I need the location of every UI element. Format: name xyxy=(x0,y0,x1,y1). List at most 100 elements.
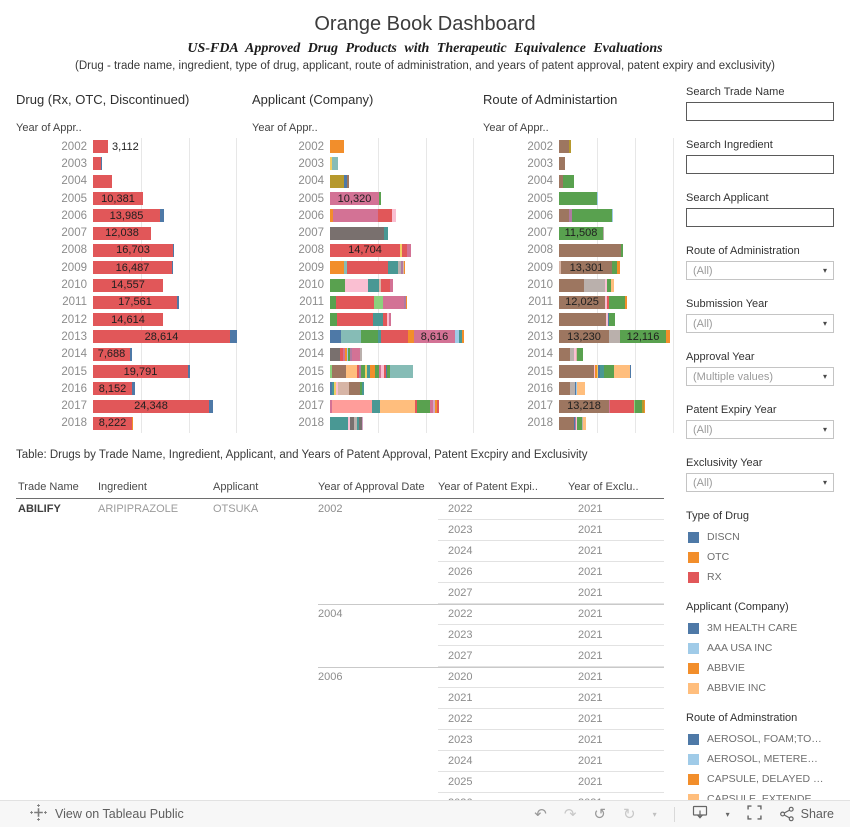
bar-segment-brown[interactable] xyxy=(332,365,346,378)
bar-segment-blue[interactable] xyxy=(177,295,179,309)
bar-segment-orange[interactable] xyxy=(406,295,407,309)
bar-segment-green[interactable] xyxy=(607,278,611,292)
bar-segment-green[interactable]: 12,116 xyxy=(620,330,666,344)
bar-segment-rose[interactable]: 8,616 xyxy=(414,330,455,344)
bar-segment-orange[interactable] xyxy=(404,261,405,275)
bar-segment-teal[interactable] xyxy=(362,382,364,396)
bar-segment-brown[interactable] xyxy=(559,382,570,396)
bar-segment-red[interactable] xyxy=(336,295,374,309)
bar-segment-blue[interactable] xyxy=(598,365,600,378)
bar-segment-lightteal[interactable] xyxy=(332,157,338,171)
bar-segment-rose[interactable] xyxy=(330,399,332,413)
bar-segment-blue[interactable] xyxy=(344,174,347,188)
bar-segment-lightgray[interactable] xyxy=(584,278,605,292)
bar-segment-lightpink[interactable] xyxy=(381,365,384,378)
bar-segment-orange[interactable] xyxy=(617,261,620,275)
refresh-caret-icon[interactable]: ▾ xyxy=(652,809,657,819)
search-trade-name-input[interactable] xyxy=(686,102,834,121)
bar-segment-purple[interactable] xyxy=(401,261,403,275)
bar-segment-red[interactable] xyxy=(357,365,359,378)
bar-segment-lightblue[interactable] xyxy=(612,209,613,223)
bar-segment-teal[interactable] xyxy=(357,416,359,430)
bar-segment-red[interactable] xyxy=(340,347,343,361)
undo-icon[interactable]: ↶ xyxy=(534,805,547,823)
bar-segment-lightgray[interactable] xyxy=(354,416,357,430)
bar-segment-green[interactable] xyxy=(417,399,430,413)
bar-segment-gray[interactable] xyxy=(359,416,362,430)
bar-segment-red[interactable] xyxy=(402,243,407,257)
bar-segment-green[interactable] xyxy=(330,313,337,327)
redo-icon[interactable]: ↷ xyxy=(563,805,577,823)
bar-segment-red[interactable]: 17,561 xyxy=(93,295,177,309)
bar-segment-lightbrown[interactable] xyxy=(559,261,561,275)
bar-segment-teal[interactable] xyxy=(367,365,370,378)
bar-segment-blue[interactable] xyxy=(386,365,387,378)
bar-segment-red[interactable] xyxy=(607,295,609,309)
bar-segment-red[interactable] xyxy=(384,365,386,378)
bar-segment-rose[interactable] xyxy=(343,347,345,361)
submission-year-dropdown[interactable]: (All) ▾ xyxy=(686,314,834,333)
bar-segment-teal[interactable] xyxy=(388,261,398,275)
bar-segment-purple[interactable] xyxy=(404,295,406,309)
bar-segment-purple[interactable] xyxy=(575,416,576,430)
bar-segment-lightgray[interactable] xyxy=(398,261,401,275)
bar-segment-green[interactable] xyxy=(563,174,574,188)
bar-segment-brown[interactable]: 12,025 xyxy=(559,295,605,309)
legend-item-rx[interactable]: RX xyxy=(686,567,836,587)
bar-segment-blue[interactable] xyxy=(172,261,173,275)
bar-segment-lightpurple[interactable] xyxy=(362,416,363,430)
bar-segment-teal[interactable] xyxy=(373,313,383,327)
bar-segment-orange[interactable] xyxy=(330,140,344,154)
bar-segment-green[interactable] xyxy=(609,313,615,327)
bar-segment-teal[interactable] xyxy=(368,278,379,292)
bar-segment-lightblue[interactable] xyxy=(455,330,459,344)
bar-segment-red[interactable]: 8,152 xyxy=(93,382,132,396)
bar-segment-lightgray[interactable] xyxy=(603,226,604,240)
bar-segment-green[interactable] xyxy=(604,365,614,378)
bar-segment-lightbrown[interactable] xyxy=(576,347,577,361)
bar-segment-lightgreen[interactable] xyxy=(634,399,635,413)
bar-segment-yellow[interactable] xyxy=(597,365,598,378)
bar-segment-teal[interactable] xyxy=(372,399,380,413)
bar-segment-lightpink[interactable] xyxy=(345,278,368,292)
bar-segment-rose[interactable] xyxy=(379,365,381,378)
bar-segment-yellow[interactable] xyxy=(334,382,336,396)
bar-segment-red[interactable]: 16,703 xyxy=(93,243,173,257)
bar-segment-rose[interactable]: 10,320 xyxy=(330,192,379,206)
bar-segment-red[interactable] xyxy=(337,313,373,327)
bar-segment-olive[interactable] xyxy=(642,399,644,413)
bar-segment-green[interactable] xyxy=(361,330,378,344)
bar-segment-red[interactable]: 16,487 xyxy=(93,261,172,275)
legend-item-aaa-usa-inc[interactable]: AAA USA INC xyxy=(686,638,836,658)
bar-segment-teal[interactable] xyxy=(378,330,381,344)
search-applicant-input[interactable] xyxy=(686,208,834,227)
bar-segment-blue[interactable] xyxy=(209,399,213,413)
bar-segment-blue[interactable] xyxy=(173,243,174,257)
bar-segment-lightblue[interactable] xyxy=(576,382,577,396)
bar-segment-lightpink[interactable] xyxy=(348,416,350,430)
bar-segment-gray[interactable] xyxy=(330,226,384,240)
bar-segment-brown[interactable] xyxy=(559,209,569,223)
bar-segment-green[interactable] xyxy=(609,295,625,309)
share-button[interactable]: Share xyxy=(779,806,834,822)
legend-item-aerosol-metere[interactable]: AEROSOL, METERE… xyxy=(686,749,836,769)
bar-segment-brown[interactable] xyxy=(347,174,349,188)
bar-segment-lightbrown[interactable] xyxy=(338,382,349,396)
bar-segment-rose[interactable] xyxy=(333,209,378,223)
bar-segment-orange[interactable] xyxy=(345,347,347,361)
bar-segment-red[interactable] xyxy=(610,399,634,413)
bar-segment-red[interactable] xyxy=(378,209,392,223)
bar-segment-green[interactable] xyxy=(375,365,379,378)
bar-segment-teal[interactable] xyxy=(332,382,334,396)
bar-segment-lightorange[interactable] xyxy=(380,399,415,413)
bar-segment-lightgray[interactable] xyxy=(582,416,583,430)
bar-segment-lightpink[interactable] xyxy=(574,347,576,361)
bar-segment-gray[interactable] xyxy=(330,347,340,361)
bar-segment-green[interactable] xyxy=(612,261,617,275)
approval-year-dropdown[interactable]: (Multiple values) ▾ xyxy=(686,367,834,386)
download-caret-icon[interactable]: ▾ xyxy=(725,809,730,819)
bar-segment-green[interactable] xyxy=(348,347,350,361)
bar-segment-red[interactable] xyxy=(347,261,388,275)
bar-segment-lightpink[interactable] xyxy=(605,295,607,309)
bar-segment-rose[interactable] xyxy=(352,347,360,361)
